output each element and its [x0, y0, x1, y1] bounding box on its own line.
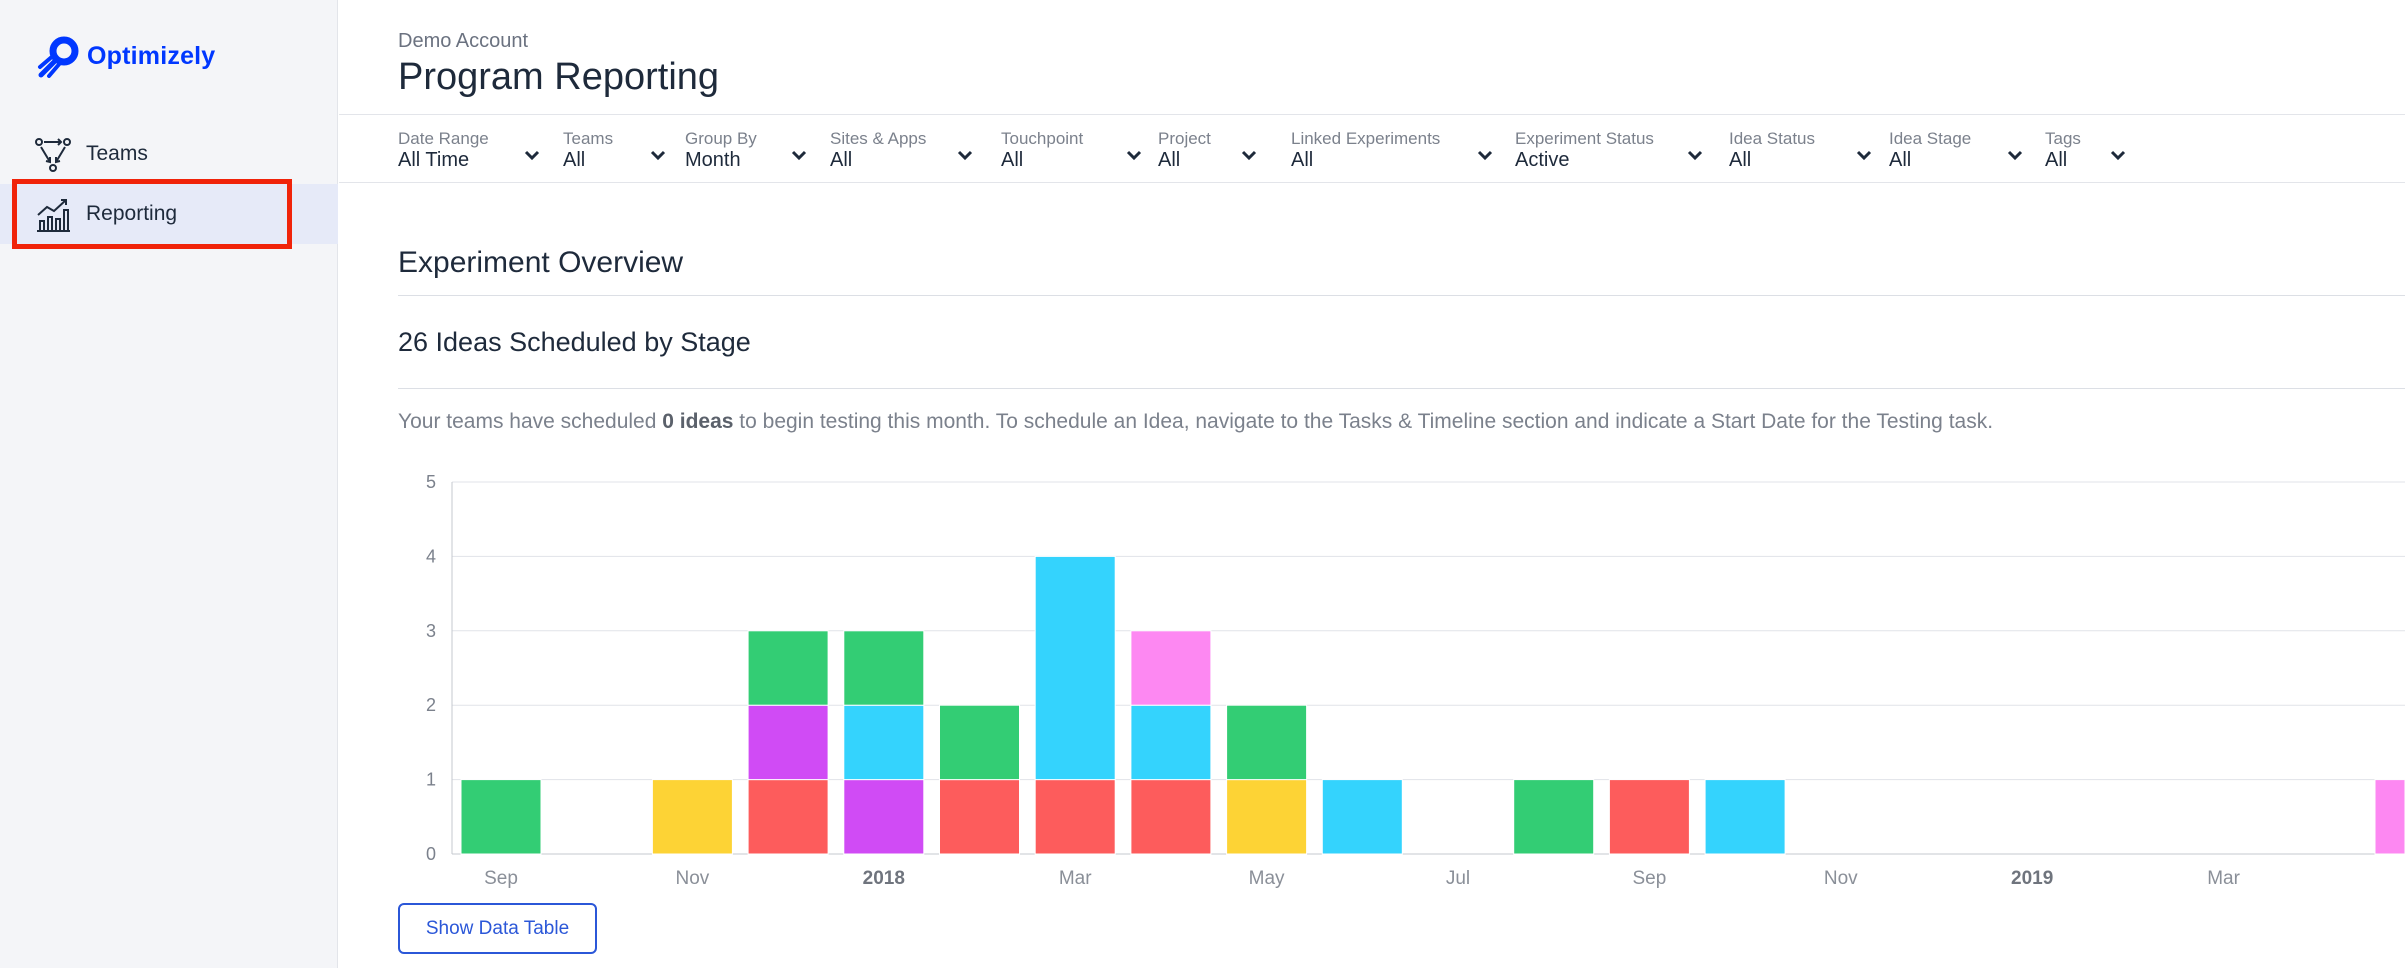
sidebar-item-label: Teams [86, 142, 148, 165]
page-header: Demo Account Program Reporting [339, 0, 2405, 115]
chart-title: 26 Ideas Scheduled by Stage [398, 327, 751, 357]
x-tick-label: Sep [1632, 868, 1666, 889]
bar-segment [2374, 779, 2405, 855]
y-tick-label: 1 [426, 770, 436, 790]
filter-label: Idea Stage [1889, 129, 1972, 148]
chevron-down-icon [1126, 150, 1142, 161]
bar-segment [939, 779, 1020, 855]
reporting-chart-icon [37, 199, 70, 232]
y-tick-label: 5 [426, 472, 436, 492]
bar-segment [747, 630, 829, 706]
bar-segment [1704, 779, 1786, 855]
y-tick-label: 2 [426, 695, 436, 715]
chevron-down-icon [2007, 150, 2023, 161]
x-tick-label: Mar [2207, 868, 2240, 889]
teams-network-icon [35, 138, 71, 172]
filter-label: Teams [563, 129, 614, 148]
desc-bold: 0 ideas [662, 410, 734, 433]
desc-text: to begin testing this month. To schedule… [733, 410, 1994, 433]
y-tick-label: 4 [426, 546, 436, 566]
x-tick-label: Mar [1059, 868, 1092, 889]
bar-segment [843, 779, 925, 855]
bar-segment [1226, 704, 1308, 781]
bar-segment [1130, 630, 1212, 706]
account-name: Demo Account [398, 30, 529, 52]
bar-segment [1034, 555, 1116, 781]
x-tick-label: Nov [676, 868, 710, 889]
filter-value: All [563, 149, 586, 171]
optimizely-logo-icon [38, 36, 79, 78]
chevron-down-icon [1241, 150, 1257, 161]
filter-label: Linked Experiments [1291, 129, 1441, 148]
chevron-down-icon [957, 150, 973, 161]
filter-value: All [1001, 149, 1024, 171]
filter-label: Idea Status [1729, 129, 1816, 148]
filter-value: All [2045, 149, 2068, 171]
bar-segment [939, 704, 1020, 781]
page-title: Program Reporting [398, 56, 720, 98]
filter-label: Project [1158, 129, 1211, 148]
filter-label: Touchpoint [1001, 129, 1084, 148]
filter-value: Month [685, 149, 741, 171]
bar-segment [1226, 779, 1308, 855]
filter-value: All [1729, 149, 1752, 171]
x-tick-label: Sep [484, 868, 518, 889]
filter-label: Tags [2045, 129, 2081, 148]
sidebar: Optimizely Teams Reporting [0, 0, 338, 968]
filter-bar: Date Range All Time Teams All Group By Month S… [339, 115, 2405, 183]
bar-segment [1034, 779, 1116, 855]
y-tick-label: 3 [426, 621, 436, 641]
filter-label: Experiment Status [1515, 129, 1654, 148]
bar-segment [747, 779, 829, 855]
show-data-table-button[interactable]: Show Data Table [398, 903, 597, 954]
filter-label: Date Range [398, 129, 489, 148]
divider [398, 388, 2405, 389]
filter-label: Sites & Apps [830, 129, 927, 148]
x-tick-label: May [1249, 868, 1285, 889]
x-tick-label: 2019 [2011, 868, 2053, 889]
x-tick-label: 2018 [863, 868, 905, 889]
filter-value: All [1291, 149, 1314, 171]
divider [398, 295, 2405, 296]
chevron-down-icon [1477, 150, 1493, 161]
bar-segment [1130, 704, 1212, 781]
x-tick-label: Nov [1824, 868, 1858, 889]
filter-value: All [1889, 149, 1912, 171]
brand-name: Optimizely [87, 41, 216, 70]
chevron-down-icon [1687, 150, 1703, 161]
chevron-down-icon [791, 150, 807, 161]
section-title: Experiment Overview [398, 246, 684, 279]
filter-value: Active [1515, 149, 1570, 171]
y-tick-label: 0 [426, 844, 436, 864]
x-tick-label: Jul [1446, 868, 1470, 889]
bar-segment [843, 704, 925, 781]
sidebar-item-reporting[interactable]: Reporting [0, 184, 338, 244]
sidebar-item-label: Reporting [86, 202, 178, 225]
filter-value: All [1158, 149, 1181, 171]
stacked-bar-chart: 012345SepNov2018MarMayJulSepNov2019MarM [426, 472, 2405, 889]
bar-segment [1608, 779, 1690, 855]
chevron-down-icon [2110, 150, 2126, 161]
bar-segment [843, 630, 925, 706]
chart-description: Your teams have scheduled 0 ideas to beg… [398, 410, 1993, 434]
chevron-down-icon [650, 150, 666, 161]
bar-segment [1513, 779, 1595, 855]
brand-logo[interactable]: Optimizely [37, 34, 215, 78]
bar-segment [747, 704, 829, 781]
bar-segment [1321, 779, 1403, 855]
filter-value: All Time [398, 149, 470, 171]
filter-label: Group By [685, 129, 757, 148]
bar-segment [1130, 779, 1212, 855]
chevron-down-icon [524, 150, 540, 161]
bar-segment [460, 779, 542, 855]
desc-text: Your teams have scheduled [398, 410, 663, 433]
filter-value: All [830, 149, 853, 171]
sidebar-item-teams[interactable]: Teams [0, 124, 338, 184]
chevron-down-icon [1856, 150, 1872, 161]
bar-segment [651, 779, 733, 855]
